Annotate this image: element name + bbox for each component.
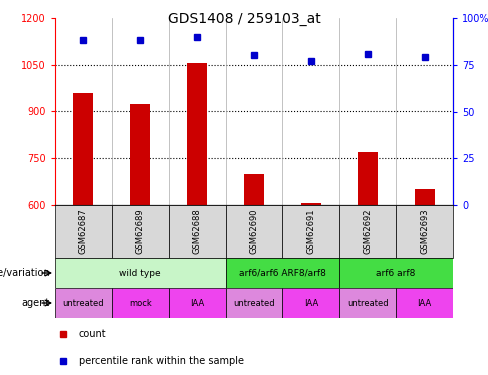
Bar [283,288,339,318]
Bar [415,189,434,205]
Text: GSM62691: GSM62691 [306,209,315,254]
Bar [169,205,225,258]
Bar [55,288,112,318]
Bar [55,205,112,258]
Bar [55,258,225,288]
Bar [301,202,321,205]
Text: IAA: IAA [190,298,204,307]
Text: agent: agent [22,298,50,308]
Text: percentile rank within the sample: percentile rank within the sample [79,356,244,366]
Bar [112,288,169,318]
Text: GSM62688: GSM62688 [193,209,202,254]
Text: arf6/arf6 ARF8/arf8: arf6/arf6 ARF8/arf8 [239,268,326,278]
Text: GSM62687: GSM62687 [79,209,88,254]
Bar [187,63,207,205]
Text: untreated: untreated [347,298,388,307]
Bar [130,104,150,205]
Bar [244,174,264,205]
Text: untreated: untreated [233,298,275,307]
Bar [74,93,93,205]
Text: IAA: IAA [417,298,432,307]
Text: untreated: untreated [62,298,104,307]
Text: GSM62692: GSM62692 [363,209,372,254]
Bar [225,288,283,318]
Bar [358,152,378,205]
Text: mock: mock [129,298,152,307]
Bar [112,205,169,258]
Bar [225,258,339,288]
Text: GSM62693: GSM62693 [420,209,429,254]
Bar [396,205,453,258]
Text: arf6 arf8: arf6 arf8 [376,268,416,278]
Text: genotype/variation: genotype/variation [0,268,50,278]
Text: IAA: IAA [304,298,318,307]
Text: GSM62689: GSM62689 [136,209,145,254]
Bar [225,205,283,258]
Bar [339,205,396,258]
Bar [339,258,453,288]
Bar [396,288,453,318]
Text: GSM62690: GSM62690 [249,209,259,254]
Bar [339,288,396,318]
Text: wild type: wild type [120,268,161,278]
Bar [169,288,225,318]
Bar [283,205,339,258]
Text: count: count [79,329,106,339]
Text: GDS1408 / 259103_at: GDS1408 / 259103_at [167,12,321,26]
